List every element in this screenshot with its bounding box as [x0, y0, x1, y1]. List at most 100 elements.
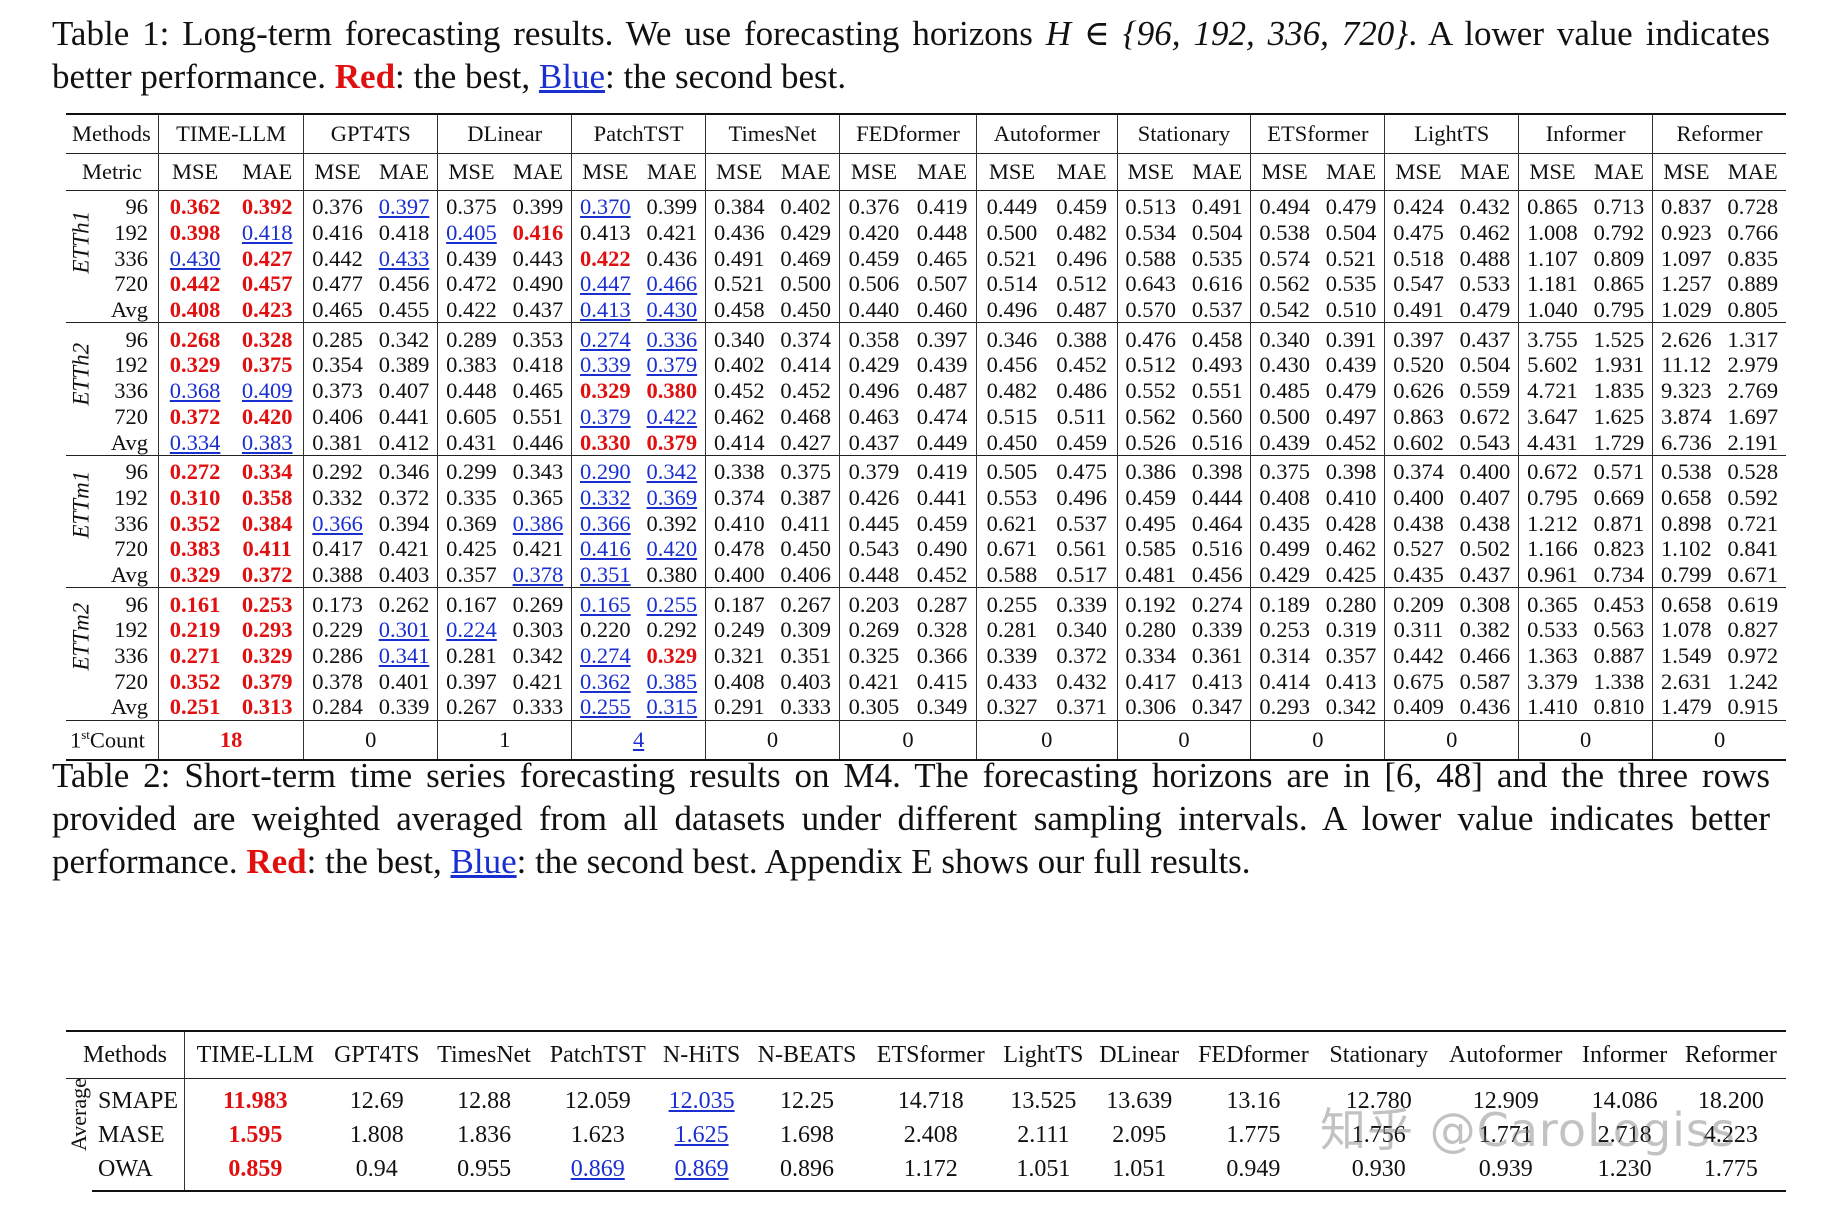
cell-value: 0.330	[571, 429, 639, 456]
cell-value: 0.351	[780, 643, 832, 669]
cell-value: 0.408	[158, 296, 232, 323]
cell-value: 0.516	[1191, 536, 1243, 562]
cell-value: 0.504	[1191, 220, 1243, 246]
cell-value: 0.562	[1250, 271, 1318, 297]
cell-value: 18.200	[1675, 1078, 1786, 1118]
cell-value: 0.512	[1116, 352, 1184, 378]
cell-value: 0.321	[705, 642, 773, 669]
cell-value: 0.403	[780, 668, 832, 694]
cell-value: 0.538	[1652, 454, 1720, 485]
cell-value: 2.979	[1727, 352, 1779, 378]
horizons-math: H ∈ {96, 192, 336, 720}	[1045, 14, 1409, 53]
cell-value: 0.602	[1384, 429, 1452, 456]
cell-value: 0.658	[1652, 484, 1720, 511]
cell-value: 0.464	[1191, 510, 1243, 536]
horizon-label: Avg	[110, 561, 148, 587]
cell-value: 0.496	[838, 377, 909, 404]
cell-value: 0.452	[705, 377, 773, 404]
cell-value: 0.466	[646, 271, 698, 297]
cell-value: 1.771	[1478, 1121, 1533, 1148]
cell-value: 1.097	[1652, 245, 1720, 272]
table-row: Avg 0.334 0.383 0.381 0.412 0.431 0.446 0.330 0.…	[66, 429, 1786, 456]
cell-value: 0.414	[705, 429, 773, 456]
cell-value: 0.859	[184, 1152, 326, 1192]
cell-value: 0.286	[303, 642, 371, 669]
cell-value: 0.432	[1451, 189, 1519, 220]
cell-value: 0.521	[1325, 245, 1377, 271]
cell-value: 0.496	[1056, 245, 1107, 271]
cell-value: 0.475	[1384, 219, 1452, 246]
cell-value: 0.437	[838, 429, 909, 456]
cell-value: 0.416	[512, 220, 564, 246]
cell-value: 0.588	[976, 561, 1047, 588]
cell-value: 1.040	[1518, 296, 1586, 323]
cell-value: 0.398	[1183, 454, 1251, 485]
cell-value: 0.506	[838, 271, 909, 297]
cell-value: 0.366	[303, 510, 371, 536]
cell-value: 0.504	[1459, 352, 1511, 378]
cell-value: 0.865	[1593, 271, 1645, 297]
horizon-label: 96	[96, 454, 159, 485]
cell-value: 0.394	[378, 510, 430, 536]
cell-value: 0.441	[916, 484, 968, 510]
cell-value: 0.301	[378, 617, 430, 643]
cell-value: 0.559	[1459, 378, 1511, 404]
table-row: 720 0.352 0.379 0.378 0.401 0.397 0.421 0.362 0.…	[66, 668, 1786, 695]
cell-value: 0.287	[908, 587, 977, 617]
cell-value: 0.380	[646, 561, 698, 587]
cell-value: 0.281	[437, 642, 505, 669]
cell-value: 3.755	[1518, 322, 1586, 353]
cell-value: 0.423	[241, 297, 293, 323]
cell-value: 0.516	[1191, 429, 1243, 455]
cell-value: 0.427	[241, 245, 293, 271]
cell-value: 0.249	[705, 617, 773, 643]
cell-value: 0.500	[976, 219, 1047, 246]
cell-value: 0.187	[705, 587, 773, 617]
horizon-label: Avg	[110, 297, 148, 323]
cell-value: 0.220	[571, 617, 639, 643]
horizon-label: 336	[114, 510, 148, 536]
count-value: 0	[838, 719, 977, 761]
cell-value: 0.949	[1187, 1152, 1320, 1192]
horizon-label: 720	[114, 403, 148, 429]
method-header: Reformer	[1652, 113, 1786, 154]
table2-caption: Table 2: Short-term time series forecast…	[52, 756, 1771, 881]
cell-value: 2.095	[1112, 1121, 1167, 1148]
count-value: 0	[705, 719, 840, 761]
cell-value: 0.616	[1191, 271, 1243, 297]
method-header: Informer	[1518, 113, 1653, 154]
cell-value: 0.315	[646, 694, 698, 720]
cell-value: 0.421	[838, 668, 909, 695]
cell-value: 0.459	[1116, 484, 1184, 511]
cell-value: 0.422	[437, 296, 505, 323]
horizon-label: 720	[114, 271, 148, 297]
horizon-label: 336	[114, 245, 148, 271]
cell-value: 0.189	[1250, 587, 1318, 617]
cell-value: 1.525	[1585, 322, 1653, 353]
cell-value: 0.334	[1116, 642, 1184, 669]
cell-value: 3.874	[1652, 403, 1720, 430]
cell-value: 1.698	[780, 1121, 834, 1148]
cell-value: 0.658	[1652, 587, 1720, 617]
cell-value: 0.385	[646, 668, 698, 694]
cell-value: 0.827	[1727, 617, 1779, 643]
cell-value: 0.671	[976, 535, 1047, 562]
cell-value: 0.510	[1325, 297, 1377, 323]
cell-value: 0.476	[1116, 322, 1184, 353]
cell-value: 11.983	[184, 1078, 326, 1118]
cell-value: 0.414	[1250, 668, 1318, 695]
cell-value: 0.538	[1250, 219, 1318, 246]
cell-value: 0.335	[437, 484, 505, 511]
cell-value: 1.549	[1652, 642, 1720, 669]
cell-value: 0.192	[1116, 587, 1184, 617]
cell-value: 0.439	[1325, 352, 1377, 378]
cell-value: 0.465	[512, 378, 564, 404]
horizon-label: 192	[114, 617, 148, 643]
cell-value: 0.490	[916, 536, 968, 562]
cell-value: 4.223	[1703, 1121, 1758, 1148]
cell-value: 0.94	[325, 1152, 428, 1192]
cell-value: 0.437	[1451, 322, 1519, 353]
cell-value: 0.416	[303, 219, 371, 246]
cell-value: 0.269	[504, 587, 572, 617]
cell-value: 0.173	[303, 587, 371, 617]
